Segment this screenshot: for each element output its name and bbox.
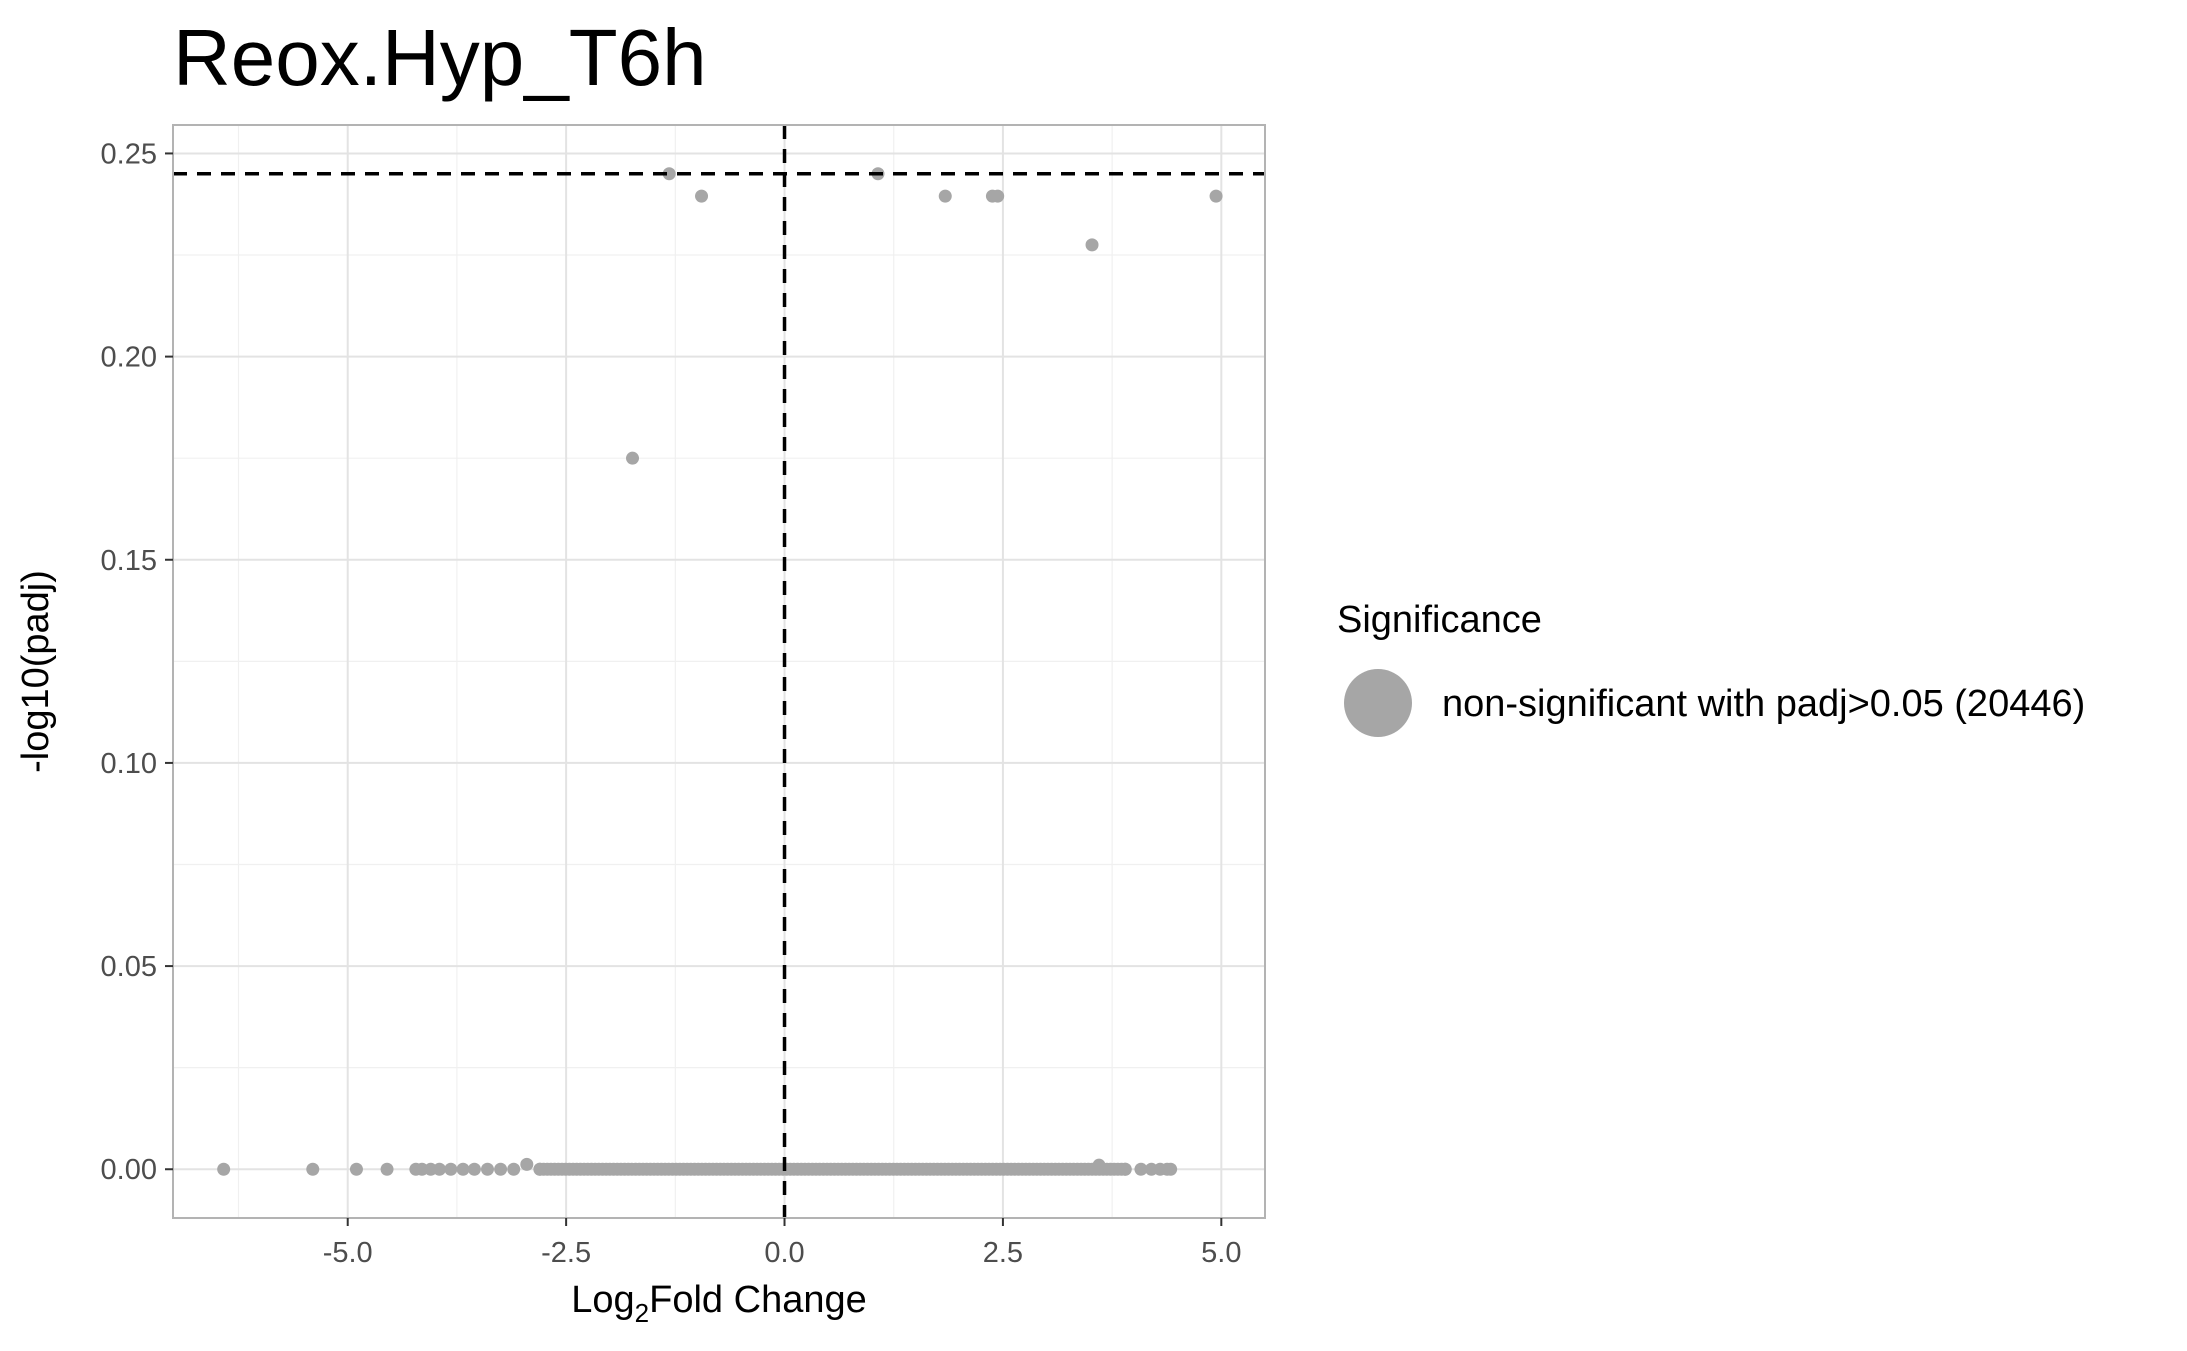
x-axis-title: Log2Fold Change xyxy=(571,1279,866,1328)
chart-title: Reox.Hyp_T6h xyxy=(173,13,707,102)
panel-border xyxy=(172,124,1266,1219)
data-point xyxy=(217,1162,231,1176)
data-point xyxy=(626,451,640,465)
data-point xyxy=(1209,189,1223,203)
data-point xyxy=(349,1162,363,1176)
data-point xyxy=(662,167,676,181)
data-point xyxy=(1118,1162,1132,1176)
data-point xyxy=(1164,1162,1178,1176)
data-point xyxy=(444,1162,458,1176)
legend-label-non-significant: non-significant with padj>0.05 (20446) xyxy=(1442,683,2085,725)
data-point xyxy=(1134,1162,1148,1176)
data-point xyxy=(991,189,1005,203)
data-point xyxy=(695,189,709,203)
y-axis-title: -log10(padj) xyxy=(15,570,57,773)
y-tick-label: 0.05 xyxy=(101,951,157,983)
reference-lines xyxy=(173,125,1265,1218)
x-axis-title-rest: Fold Change xyxy=(649,1279,867,1321)
data-point xyxy=(533,1162,547,1176)
data-point xyxy=(938,189,952,203)
legend-key-non-significant xyxy=(1344,669,1412,737)
y-tick-label: 0.25 xyxy=(101,138,157,170)
data-point xyxy=(520,1157,534,1171)
data-point xyxy=(1085,238,1099,252)
data-point xyxy=(467,1162,481,1176)
x-tick-label: 5.0 xyxy=(1201,1237,1241,1269)
panel-background xyxy=(173,125,1265,1218)
data-point xyxy=(432,1162,446,1176)
x-tick-label: 2.5 xyxy=(983,1237,1023,1269)
data-point xyxy=(456,1162,470,1176)
data-point xyxy=(380,1162,394,1176)
grid-minor xyxy=(173,125,1265,1218)
data-point xyxy=(306,1162,320,1176)
x-axis-title-main: Log xyxy=(571,1279,634,1321)
data-point xyxy=(494,1162,508,1176)
legend: Significance non-significant with padj>0… xyxy=(1337,599,2085,737)
y-tick-label: 0.15 xyxy=(101,545,157,577)
x-tick-label: 0.0 xyxy=(764,1237,804,1269)
grid-major xyxy=(173,125,1265,1218)
data-point xyxy=(480,1162,494,1176)
x-tick-label: -2.5 xyxy=(541,1237,591,1269)
x-axis-title-subscript: 2 xyxy=(635,1298,649,1328)
data-point xyxy=(507,1162,521,1176)
legend-title: Significance xyxy=(1337,599,1542,641)
data-points xyxy=(217,167,1223,1176)
data-point xyxy=(1092,1158,1106,1172)
plot-panel xyxy=(172,124,1266,1219)
x-axis-ticks: -5.0 -2.5 0.0 2.5 5.0 xyxy=(323,1218,1241,1269)
y-tick-label: 0.20 xyxy=(101,342,157,374)
y-tick-label: 0.10 xyxy=(101,748,157,780)
y-axis-ticks: 0.00 0.05 0.10 0.15 0.20 0.25 xyxy=(101,138,173,1186)
y-tick-label: 0.00 xyxy=(101,1154,157,1186)
x-tick-label: -5.0 xyxy=(323,1237,373,1269)
